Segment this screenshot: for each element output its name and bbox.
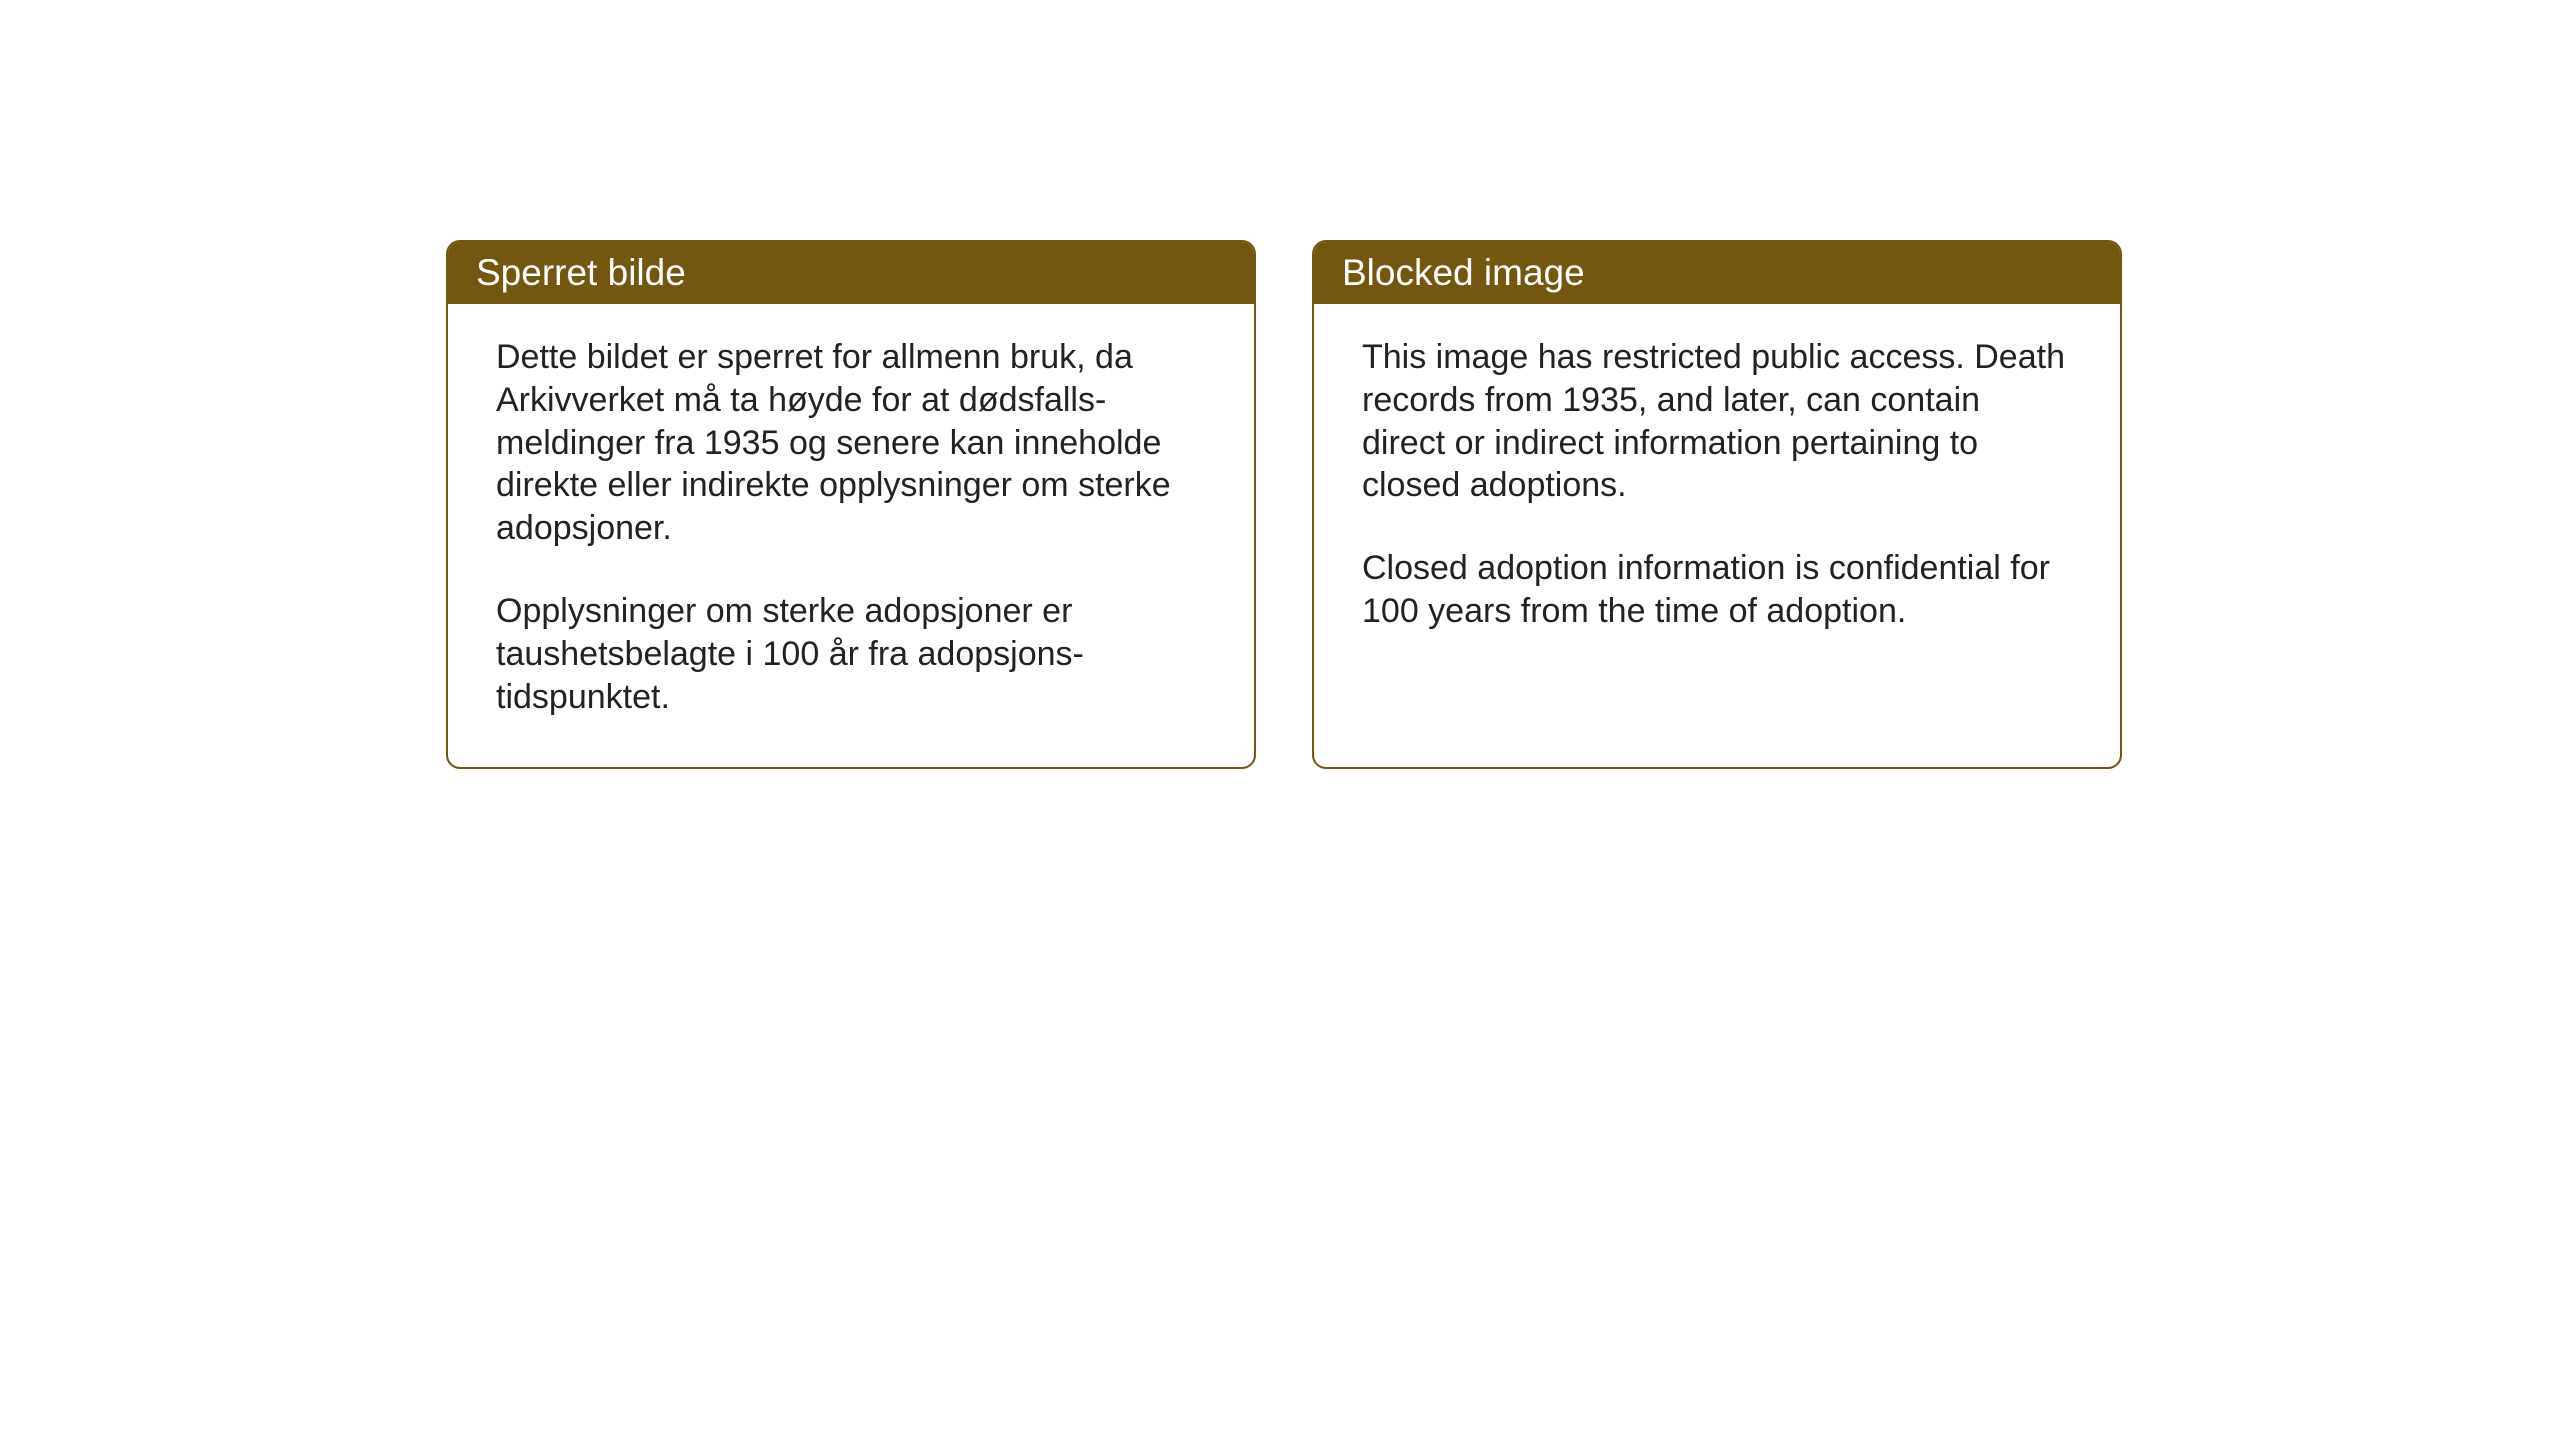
notice-paragraph: Closed adoption information is confident… <box>1362 547 2072 633</box>
notice-body-english: This image has restricted public access.… <box>1314 304 2120 681</box>
notice-paragraph: Opplysninger om sterke adopsjoner er tau… <box>496 590 1206 718</box>
notice-paragraph: This image has restricted public access.… <box>1362 336 2072 507</box>
notice-paragraph: Dette bildet er sperret for allmenn bruk… <box>496 336 1206 550</box>
notice-container: Sperret bilde Dette bildet er sperret fo… <box>446 240 2122 769</box>
notice-body-norwegian: Dette bildet er sperret for allmenn bruk… <box>448 304 1254 767</box>
notice-header-norwegian: Sperret bilde <box>448 242 1254 304</box>
notice-box-english: Blocked image This image has restricted … <box>1312 240 2122 769</box>
notice-header-english: Blocked image <box>1314 242 2120 304</box>
notice-box-norwegian: Sperret bilde Dette bildet er sperret fo… <box>446 240 1256 769</box>
notice-title-norwegian: Sperret bilde <box>476 252 686 293</box>
notice-title-english: Blocked image <box>1342 252 1585 293</box>
